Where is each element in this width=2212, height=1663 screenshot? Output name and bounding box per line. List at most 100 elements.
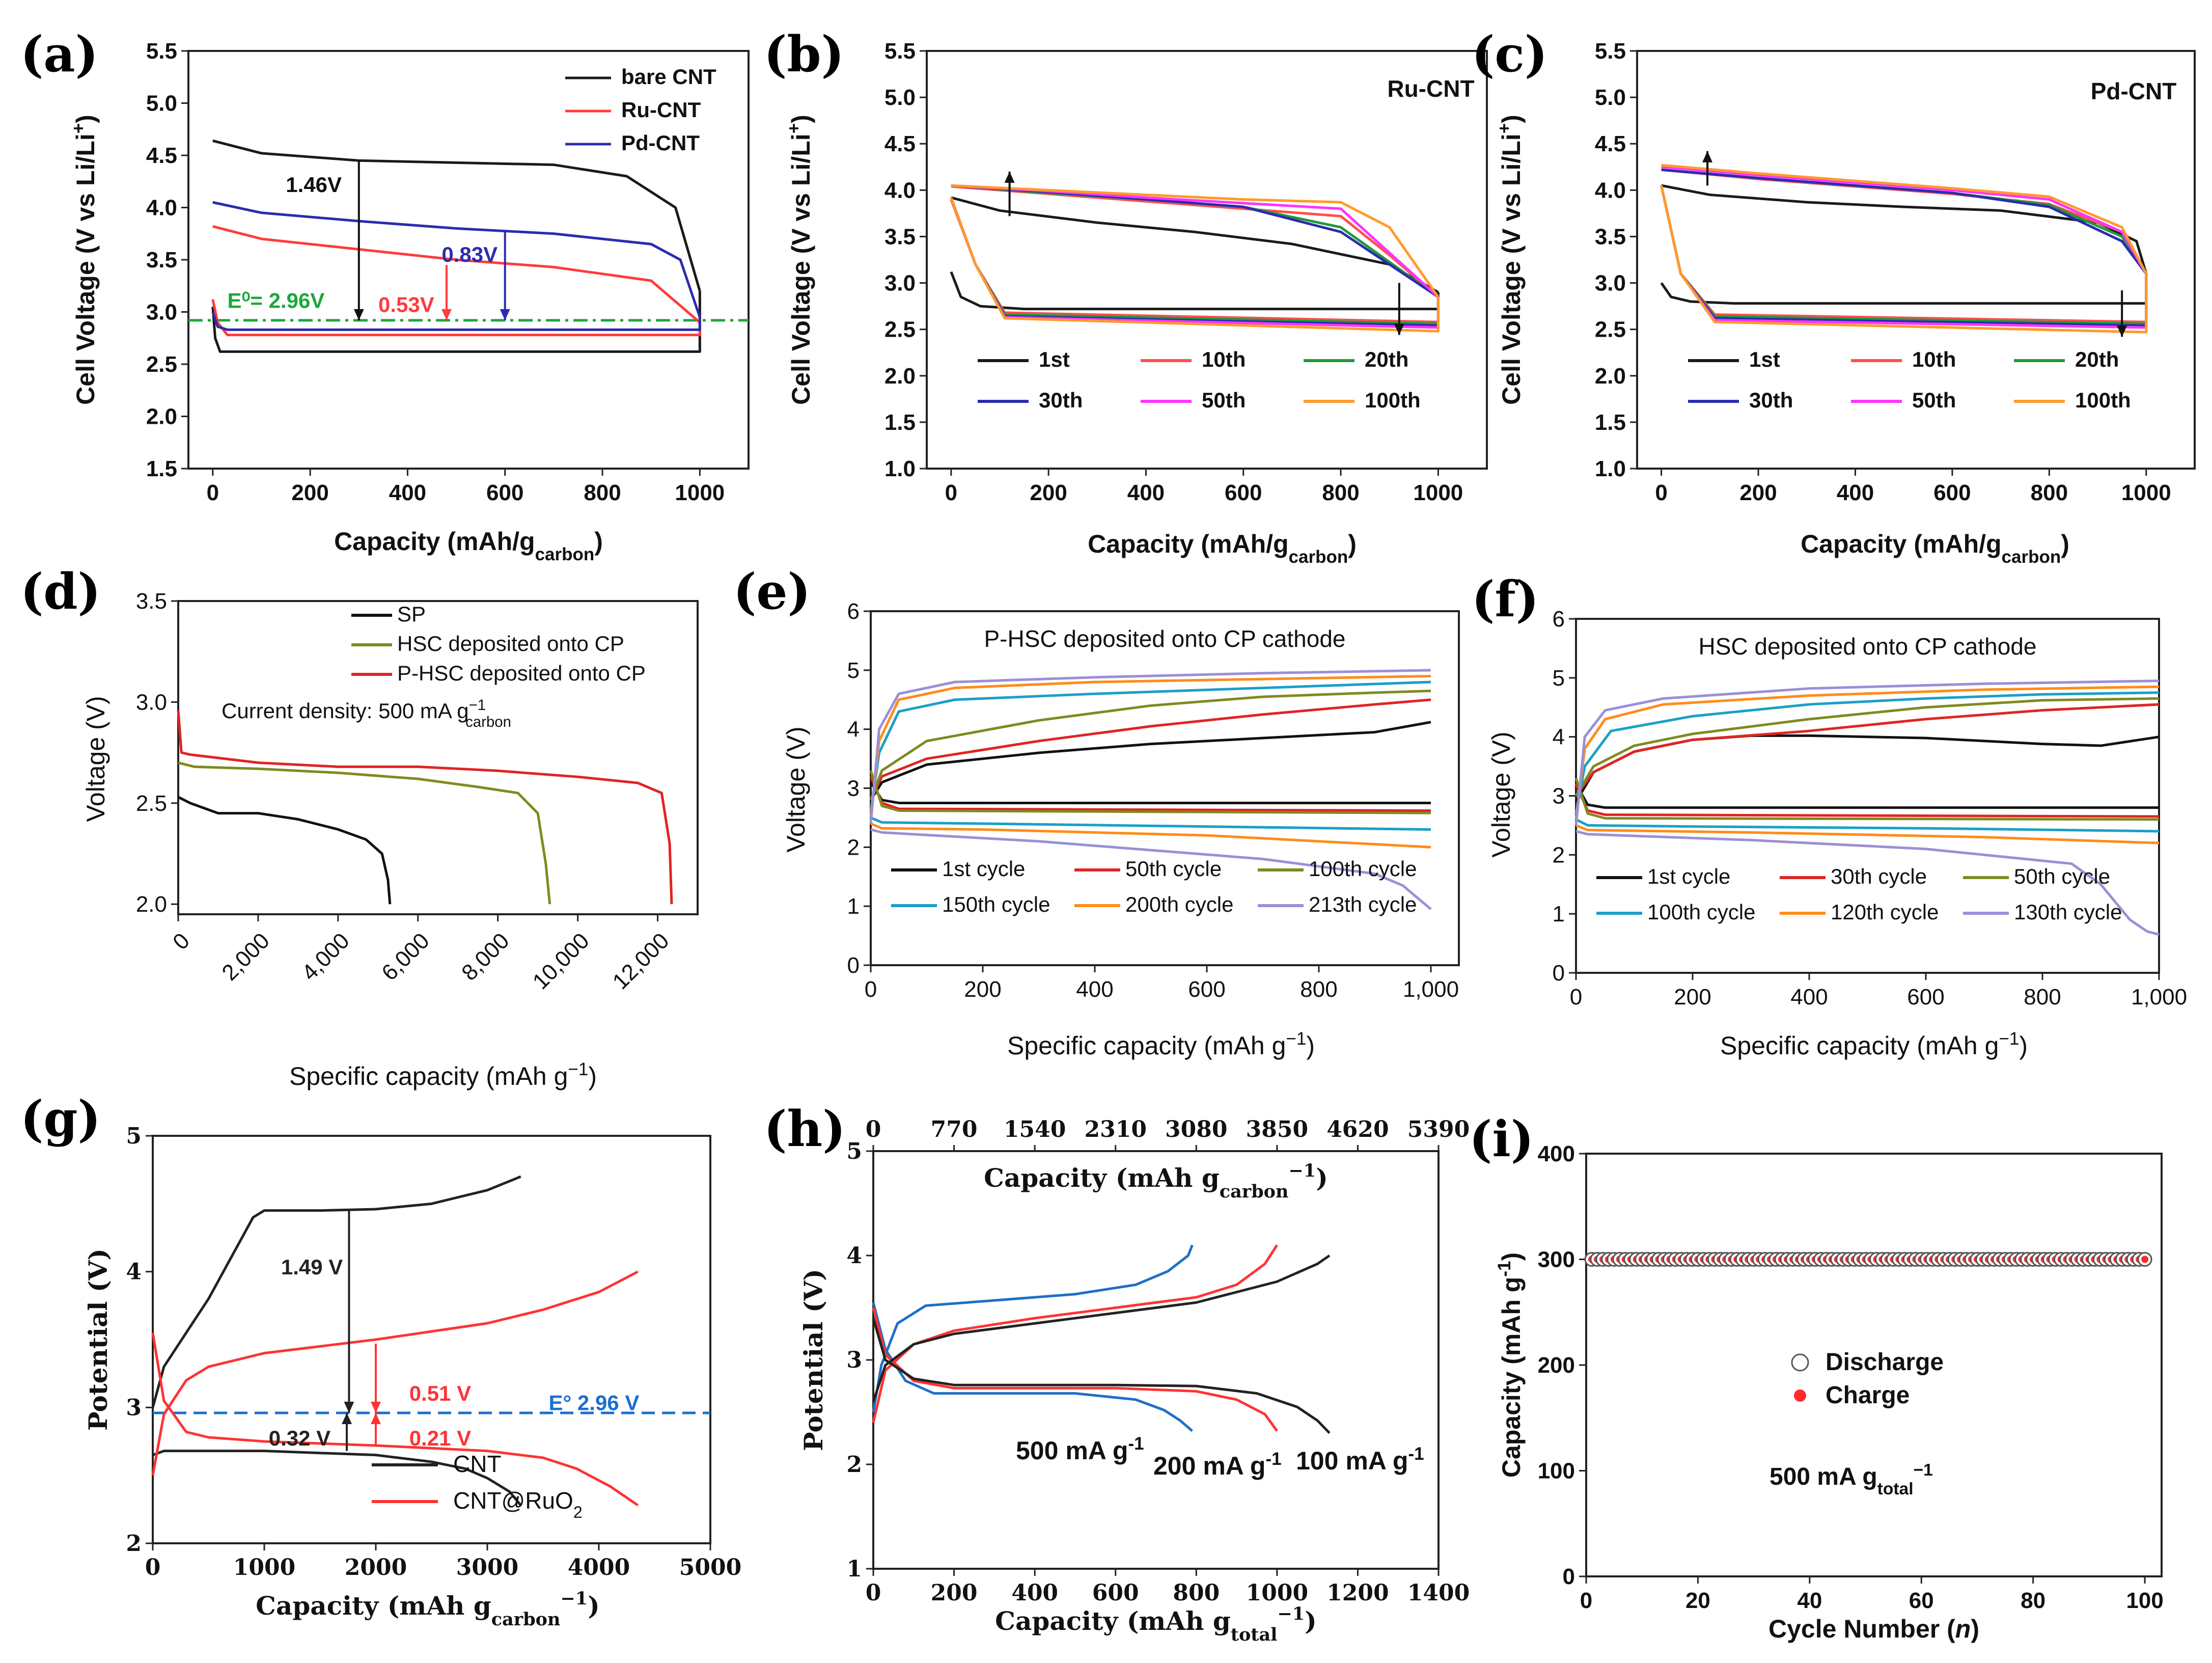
x-tick-label: 1200 — [1326, 1580, 1389, 1606]
y-tick-label: 2.5 — [136, 791, 167, 816]
series-line — [872, 1244, 1194, 1412]
arrow-head — [344, 1402, 354, 1413]
annotation: E° 2.96 V — [548, 1391, 639, 1415]
x-tick-label: 800 — [1300, 977, 1337, 1002]
legend: 1st 10th 20th 30th 50th 100th — [1688, 347, 2131, 412]
series-line — [869, 669, 1431, 824]
y-tick-label: 4 — [847, 717, 860, 742]
x-tick-label: 1000 — [1246, 1580, 1308, 1606]
y-tick-label: 1.5 — [884, 410, 916, 435]
series-line — [1661, 184, 2148, 275]
legend: 500 mA g-1 200 mA g-1 100 mA g-1 — [1016, 1434, 1424, 1481]
y-tick-label: 4 — [1553, 725, 1565, 750]
plot-title: Ru-CNT — [1387, 75, 1474, 102]
legend: bare CNT Ru-CNT Pd-CNT — [565, 65, 716, 155]
panel-d: (d) 0 2,000 4,000 6,000 8,000 10,000 12,000 2.0 2… — [20, 563, 699, 1091]
legend-label: Discharge — [1826, 1349, 1944, 1376]
charge-point — [2141, 1256, 2149, 1263]
x-tick-label: 600 — [1225, 480, 1262, 505]
series-line — [872, 1254, 1331, 1402]
panel-label: (b) — [764, 25, 844, 83]
y-axis-label: Potential (V) — [83, 1248, 113, 1431]
x-axis-label: Capacity (mAh/gcarbon) — [1801, 530, 2069, 567]
x-tick-label: 0 — [1655, 480, 1667, 505]
x-tick-label: 1,000 — [2131, 985, 2187, 1010]
legend-label: 120th cycle — [1831, 900, 1939, 924]
x-tick-label: 1000 — [233, 1555, 295, 1580]
y-axis-label: Voltage (V) — [782, 726, 810, 852]
x-axis-label: Cycle Number (n) — [1768, 1615, 1979, 1643]
series-line — [869, 674, 1431, 818]
legend-label: 10th — [1202, 347, 1246, 371]
y-tick-label: 1.0 — [884, 456, 916, 481]
y-tick-label: 5.0 — [1595, 85, 1626, 110]
legend-label: Ru-CNT — [621, 98, 701, 122]
x-tick-label: 3000 — [456, 1555, 518, 1580]
series-line — [870, 816, 1431, 831]
x-tick-label: 0 — [1570, 985, 1582, 1010]
x-tick-label: 1000 — [675, 480, 725, 505]
y-tick-label: 5.0 — [146, 91, 177, 116]
y-tick-label: 6 — [1553, 607, 1565, 632]
x-tick-label: 800 — [1322, 480, 1359, 505]
y-tick-label: 5 — [126, 1123, 142, 1149]
series-line — [1661, 168, 2147, 275]
x-tick-label: 400 — [1837, 480, 1874, 505]
y-tick-label: 1.5 — [146, 456, 177, 481]
y-tick-label: 4.5 — [1595, 131, 1626, 156]
y-tick-label: 3.0 — [136, 690, 167, 715]
y-tick-label: 3.0 — [884, 271, 916, 296]
x-tick-label: 200 — [1674, 985, 1711, 1010]
x-tick-label: 1000 — [1413, 480, 1463, 505]
panel-label: (h) — [764, 1100, 846, 1158]
annotation: 1.49 V — [281, 1255, 343, 1279]
series-line — [1574, 691, 2160, 814]
y-tick-label: 6 — [847, 599, 860, 624]
arrow-head — [353, 309, 364, 320]
legend: 1st cycle 50th cycle 100th cycle 150th cycl… — [891, 857, 1417, 916]
legend-label: 100th cycle — [1309, 857, 1417, 881]
panel-b: (b) 0 200 400 600 800 1000 1.0 1.5 2.0 2.5 3.0 3.5 4.… — [764, 25, 1488, 567]
y-tick-label: 2.5 — [884, 317, 916, 342]
top-x-tick-label: 0 — [866, 1116, 881, 1142]
top-x-tick-label: 3080 — [1165, 1116, 1227, 1142]
series-line — [151, 1270, 639, 1476]
legend-label: bare CNT — [621, 65, 716, 89]
panel-label: (g) — [20, 1090, 101, 1148]
arrow-head — [342, 1413, 352, 1424]
x-axis-label: Capacity (mAh gcarbon−1) — [256, 1588, 600, 1630]
y-tick-label: 2 — [846, 1452, 862, 1478]
x-tick-label: 0 — [1580, 1588, 1592, 1613]
series-line — [151, 1332, 639, 1507]
y-tick-label: 2.0 — [1595, 364, 1626, 389]
x-tick-label: 1,000 — [1403, 977, 1459, 1002]
series-line — [212, 225, 701, 323]
x-tick-label: 200 — [1739, 480, 1777, 505]
plot-frame — [152, 1135, 711, 1544]
series-line — [212, 139, 701, 292]
panel-f: (f) 0 200 400 600 800 1,000 0 1 2 3 4 5 6 Specific cap… — [1472, 570, 2187, 1060]
x-axis-label: Capacity (mAh gtotal−1) — [995, 1603, 1317, 1645]
y-tick-label: 1.0 — [1595, 456, 1626, 481]
y-tick-label: 4.0 — [884, 178, 916, 203]
y-axis-label: Cell Voltage (V vs Li/Li+) — [1495, 115, 1526, 405]
legend-label: Pd-CNT — [621, 131, 700, 155]
y-tick-label: 5 — [847, 658, 860, 683]
annotation: 0.53V — [378, 293, 434, 317]
legend: 1st cycle 30th cycle 50th cycle 100th cycle… — [1596, 864, 2122, 924]
x-tick-label: 6,000 — [377, 928, 434, 986]
series-line — [1661, 166, 2147, 275]
y-tick-label: 3 — [846, 1347, 862, 1373]
legend-label: Charge — [1826, 1382, 1910, 1409]
series-line — [1574, 679, 2160, 826]
arrow-head — [2117, 325, 2127, 337]
y-tick-label: 2.0 — [884, 364, 916, 389]
series-line — [872, 1244, 1278, 1423]
series-line — [151, 1175, 521, 1408]
annotation: 0.51 V — [409, 1381, 471, 1405]
y-tick-label: 4 — [846, 1243, 862, 1269]
top-x-tick-label: 2310 — [1084, 1116, 1146, 1142]
x-axis-label: Specific capacity (mAh g−1) — [1007, 1029, 1315, 1060]
